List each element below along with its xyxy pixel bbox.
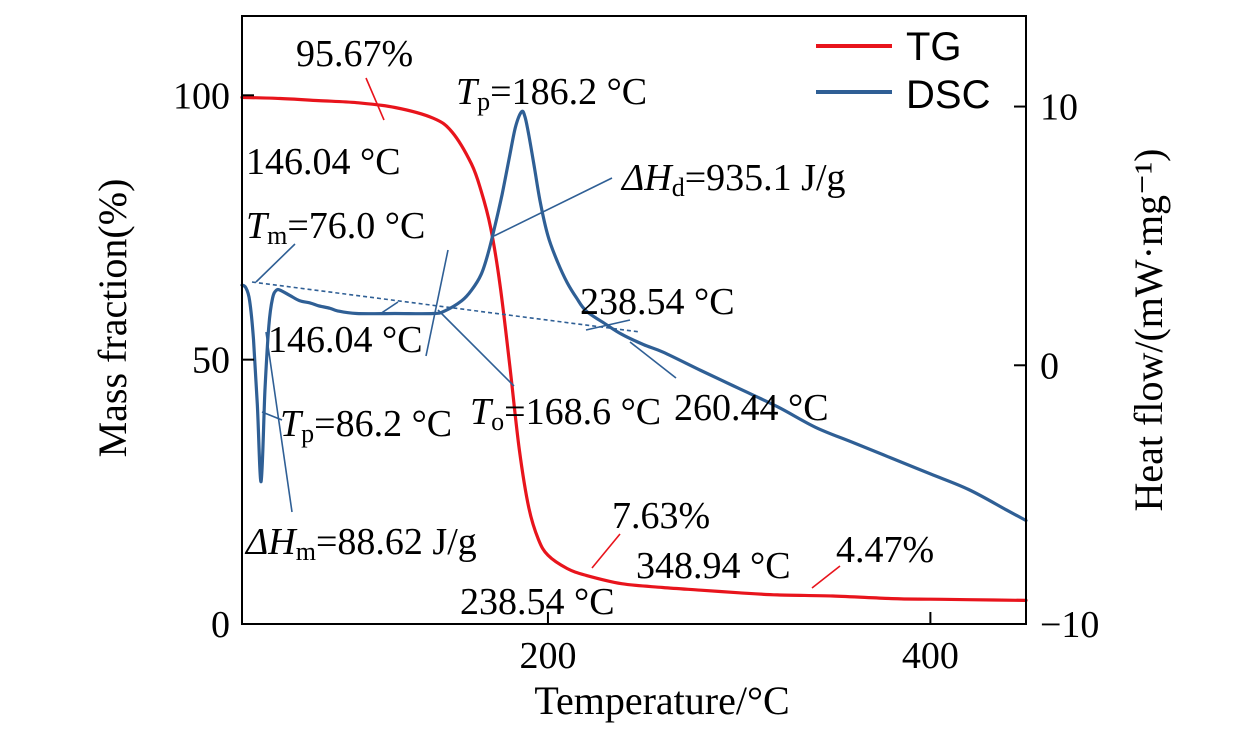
x-tick-label: 200 [519, 635, 576, 677]
plot-frame [241, 15, 1027, 625]
anno-tp-high: Tp=186.2 °C [456, 71, 647, 116]
leader-dsc-146 [379, 301, 399, 315]
annotation-leaders [251, 77, 841, 589]
leader-onset-tangent [425, 249, 449, 357]
series-line-dsc [240, 109, 1028, 523]
y-left-tick-label: 100 [173, 75, 230, 117]
anno-tp-low: Tp=86.2 °C [280, 403, 452, 448]
leader-95-67 [365, 77, 385, 121]
anno-dhd: ΔHd=935.1 J/g [620, 157, 846, 202]
leader-dsc-238 [585, 319, 631, 331]
leader-4-47 [811, 565, 841, 589]
y-right-axis-title: Heat flow/(mW·mg⁻¹) [1126, 149, 1171, 512]
legend-tg-label: TG [906, 25, 962, 69]
anno-tg-mid-pct: 7.63% [612, 495, 710, 537]
legend: TG DSC [816, 25, 990, 117]
leader-dhm [265, 331, 293, 513]
leader-tm [255, 243, 296, 283]
anno-tg-end-pct: 4.47% [836, 529, 934, 571]
leader-to [437, 309, 515, 387]
y-left-tick-label: 50 [192, 340, 230, 382]
y-right-tick-label: 0 [1040, 345, 1059, 387]
leader-dsc-260 [629, 341, 677, 379]
anno-tg-onset-temp: 146.04 °C [246, 141, 401, 183]
anno-dsc-onset-temp: 146.04 °C [268, 319, 423, 361]
x-tick-label: 400 [902, 635, 959, 677]
anno-dsc-end2-temp: 260.44 °C [674, 387, 829, 429]
y-left-axis-title: Mass fraction(%) [90, 179, 135, 458]
anno-dhm: ΔHm=88.62 J/g [244, 521, 477, 566]
anno-tg-mid-temp: 238.54 °C [460, 581, 615, 623]
leader-dhd [493, 177, 613, 237]
leader-7-63 [591, 533, 621, 569]
annotations: 95.67% 146.04 °C Tm=76.0 °C Tp=86.2 °C Δ… [244, 33, 934, 623]
dsc-baseline [251, 281, 641, 333]
y-left-tick-label: 0 [211, 604, 230, 646]
y-right-tick-label: −10 [1040, 604, 1099, 646]
series-line-tg [240, 95, 1028, 602]
anno-tm: Tm=76.0 °C [246, 205, 425, 250]
anno-dsc-end-temp: 238.54 °C [580, 281, 735, 323]
anno-tg-onset-pct: 95.67% [296, 33, 413, 75]
y-right-tick-label: 10 [1040, 87, 1078, 129]
anno-tg-end-temp: 348.94 °C [636, 545, 791, 587]
x-axis-title: Temperature/°C [534, 678, 789, 723]
legend-dsc-label: DSC [906, 73, 990, 117]
anno-to: To=168.6 °C [470, 391, 661, 436]
